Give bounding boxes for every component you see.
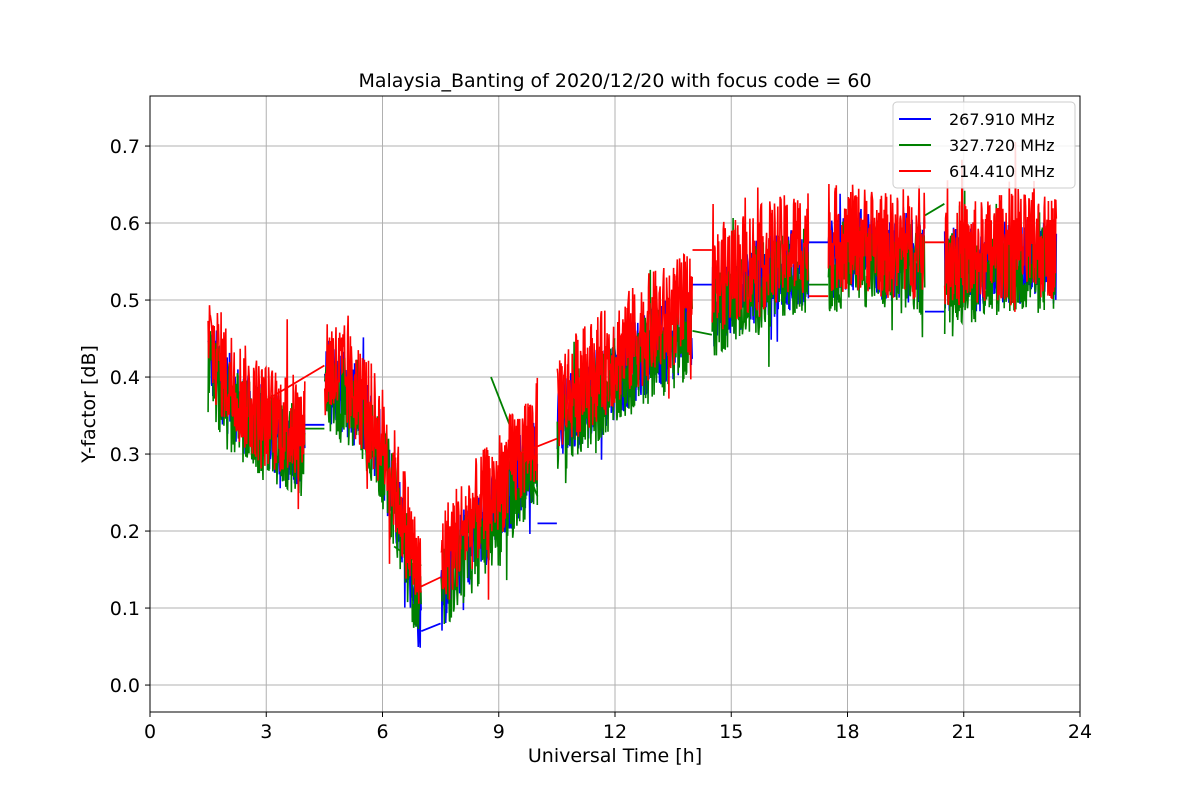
series-line	[207, 141, 1058, 604]
legend-entry: 614.410 MHz	[949, 162, 1054, 181]
chart-title: Malaysia_Banting of 2020/12/20 with focu…	[358, 70, 871, 92]
legend-box	[892, 101, 1076, 189]
legend: 267.910 MHz 327.720 MHz 614.410 MHz	[892, 101, 1076, 189]
x-tick-label: 0	[144, 721, 156, 743]
x-axis-label: Universal Time [h]	[528, 745, 702, 767]
series-gap-connector	[420, 576, 442, 588]
series-gap-connector	[420, 622, 441, 632]
ticks: 0 3 6 9 12 15 18 21 24 0.0 0.1 0.2 0.3 0.4 0.5 0.6 0.7	[110, 136, 1092, 743]
y-tick-label: 0.2	[110, 521, 140, 543]
series-gap-connector	[692, 329, 713, 336]
series-gap-connector	[924, 203, 945, 217]
x-tick-label: 15	[719, 721, 743, 743]
y-tick-label: 0.7	[110, 136, 140, 158]
y-tick-label: 0.1	[110, 598, 140, 620]
legend-entry: 267.910 MHz	[949, 110, 1054, 129]
x-tick-label: 3	[260, 721, 272, 743]
x-tick-label: 18	[835, 721, 859, 743]
y-axis-label: Y-factor [dB]	[78, 345, 100, 464]
y-tick-label: 0.0	[110, 675, 140, 697]
series-layer	[207, 141, 1058, 648]
y-tick-label: 0.5	[110, 290, 140, 312]
legend-entry: 327.720 MHz	[949, 136, 1054, 155]
x-tick-label: 12	[603, 721, 627, 743]
y-tick-label: 0.6	[110, 213, 140, 235]
y-tick-label: 0.3	[110, 444, 140, 466]
y-tick-label: 0.4	[110, 367, 140, 389]
x-tick-label: 6	[376, 721, 388, 743]
series-3	[207, 141, 1058, 604]
x-tick-label: 9	[493, 721, 505, 743]
x-tick-label: 24	[1068, 721, 1092, 743]
x-tick-label: 21	[952, 721, 976, 743]
